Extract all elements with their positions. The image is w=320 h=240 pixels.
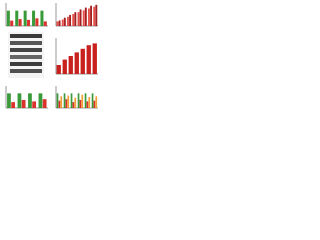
bar — [77, 12, 80, 26]
bar — [72, 102, 75, 108]
blot-band — [10, 62, 42, 66]
bar — [69, 14, 72, 26]
bar — [40, 10, 44, 26]
blot-band — [10, 41, 42, 45]
bar — [60, 96, 63, 108]
bar — [93, 6, 96, 26]
blot-band — [10, 48, 42, 52]
bar — [79, 99, 82, 108]
bar — [17, 93, 22, 108]
bar — [7, 93, 11, 108]
bar — [43, 21, 47, 26]
bar — [81, 94, 84, 108]
bar — [56, 93, 59, 108]
bar — [91, 93, 94, 108]
bar — [93, 100, 96, 108]
bar — [35, 18, 39, 26]
bar — [58, 20, 61, 26]
bar — [63, 17, 66, 26]
bar — [63, 93, 66, 108]
bar — [21, 99, 26, 108]
bar — [80, 48, 85, 74]
bar — [18, 19, 22, 26]
bar — [74, 52, 79, 74]
blot-band — [10, 55, 42, 59]
bar — [11, 102, 16, 108]
bar — [74, 12, 77, 26]
blot-band — [10, 69, 42, 73]
bar — [58, 100, 61, 108]
bar — [62, 59, 67, 74]
bar — [56, 21, 59, 26]
bar — [67, 16, 69, 26]
bar — [67, 95, 70, 108]
bar — [6, 10, 10, 26]
bar — [70, 93, 73, 108]
bar — [95, 96, 98, 108]
bar — [42, 99, 47, 108]
bar — [90, 5, 93, 26]
bar — [38, 93, 43, 108]
bar — [86, 101, 89, 108]
bar — [84, 7, 87, 26]
bar — [77, 93, 80, 108]
western-blot — [8, 32, 44, 78]
bar — [68, 56, 73, 74]
bar — [88, 97, 91, 108]
bar — [95, 4, 98, 26]
bar — [27, 19, 31, 26]
bar — [86, 45, 91, 74]
bar — [84, 93, 87, 108]
axis — [55, 86, 98, 109]
bar — [28, 93, 32, 108]
bar — [92, 43, 97, 74]
bar — [61, 19, 64, 26]
bar — [72, 14, 75, 26]
bar — [10, 20, 14, 26]
bar — [74, 97, 77, 108]
bar — [23, 10, 27, 26]
bar — [79, 9, 82, 27]
bar — [65, 99, 68, 108]
bar — [88, 8, 90, 26]
figure — [5, 3, 98, 109]
bar — [32, 10, 36, 26]
page: {"chart_data": [ {"type": "bar", "ylim":… — [0, 0, 100, 112]
bar — [15, 10, 19, 26]
bar — [82, 10, 85, 26]
blot-band — [10, 34, 42, 38]
bar — [56, 65, 61, 74]
bar — [32, 101, 37, 108]
